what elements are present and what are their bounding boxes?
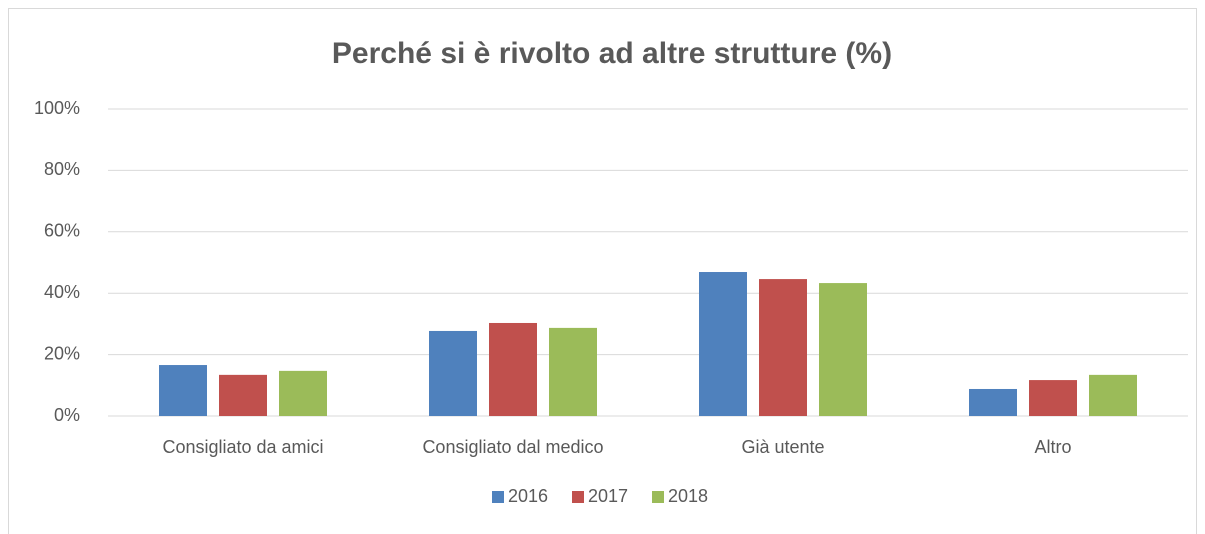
y-tick-label: 40% <box>44 282 80 302</box>
chart-title: Perché si è rivolto ad altre strutture (… <box>332 37 892 70</box>
bar <box>759 279 807 416</box>
x-tick-label: Altro <box>1034 437 1071 457</box>
legend-swatch <box>492 491 504 503</box>
bar <box>489 322 537 416</box>
bar <box>429 330 477 416</box>
x-tick-label: Già utente <box>741 437 824 457</box>
y-tick-label: 60% <box>44 221 80 241</box>
bar <box>1089 374 1137 416</box>
legend-label: 2017 <box>588 486 628 506</box>
x-tick-label: Consigliato da amici <box>162 437 323 457</box>
x-tick-label: Consigliato dal medico <box>422 437 603 457</box>
y-tick-label: 100% <box>34 98 80 118</box>
bar <box>159 365 207 416</box>
bar <box>819 283 867 416</box>
legend-label: 2018 <box>668 486 708 506</box>
bar <box>279 370 327 416</box>
bar <box>1029 380 1077 416</box>
legend-swatch <box>652 491 664 503</box>
legend-label: 2016 <box>508 486 548 506</box>
y-tick-label: 20% <box>44 343 80 363</box>
y-tick-label: 80% <box>44 159 80 179</box>
chart-border <box>8 8 1197 534</box>
bar <box>969 388 1017 416</box>
legend-swatch <box>572 491 584 503</box>
bar <box>219 374 267 416</box>
y-tick-label: 0% <box>54 405 80 425</box>
bar <box>549 327 597 416</box>
bar <box>699 272 747 416</box>
